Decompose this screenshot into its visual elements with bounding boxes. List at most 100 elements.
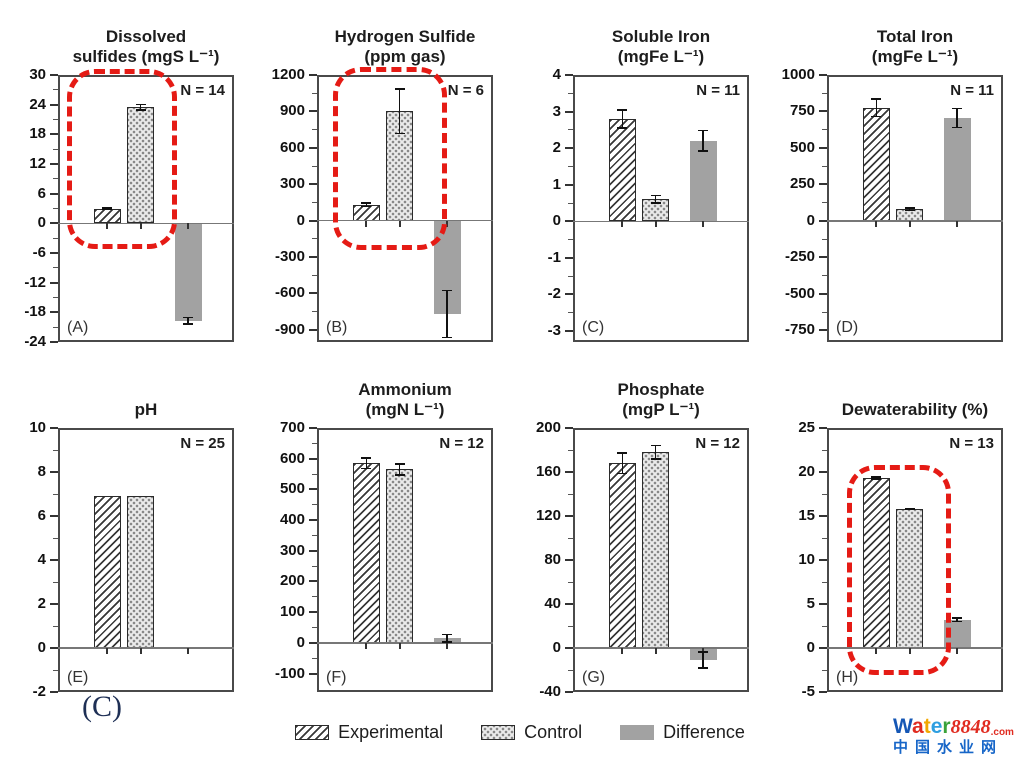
plot-frame xyxy=(317,75,493,342)
y-tick-label: 80 xyxy=(544,551,561,568)
y-tick-mark xyxy=(565,147,573,150)
y-tick-label: 0 xyxy=(37,214,46,232)
panel-letter-label: (G) xyxy=(582,669,606,686)
error-bar-line xyxy=(139,103,142,111)
y-tick-mark xyxy=(309,146,317,149)
y-tick-label: 200 xyxy=(535,419,561,436)
error-bar-difference xyxy=(442,633,453,643)
panel-title-line: Hydrogen Sulfide xyxy=(334,26,476,46)
bar-experimental xyxy=(352,204,380,221)
y-tick-label: 0 xyxy=(552,639,561,656)
error-bar-line xyxy=(187,316,189,325)
y-minor-tick xyxy=(312,165,317,167)
error-bar-line xyxy=(956,107,958,129)
y-minor-tick xyxy=(822,537,827,539)
y-minor-tick xyxy=(53,208,58,209)
error-bar-cap-top xyxy=(952,107,963,110)
error-bar-experimental xyxy=(617,109,628,129)
y-tick-mark xyxy=(50,222,58,225)
zero-axis-line xyxy=(317,642,493,644)
sample-size-label: N = 11 xyxy=(696,82,740,99)
y-minor-tick xyxy=(312,92,317,94)
y-tick-label: 600 xyxy=(279,138,305,156)
y-minor-tick xyxy=(53,625,58,627)
y-tick-label: 120 xyxy=(535,507,561,524)
error-bar-cap-top xyxy=(871,476,882,478)
bar-experimental xyxy=(608,463,636,648)
error-bar-cap-bottom xyxy=(698,667,709,669)
y-tick-label: 12 xyxy=(29,155,46,172)
error-bar-cap-bottom xyxy=(361,205,372,208)
bar-control xyxy=(642,452,670,648)
y-tick-mark xyxy=(565,183,573,186)
error-bar-cap-top xyxy=(617,452,628,454)
panel-title-H: Dewaterability (%) xyxy=(793,400,1024,421)
error-bar-cap-bottom xyxy=(102,208,113,210)
error-bar-line xyxy=(875,476,878,480)
chart-panel-B: Hydrogen Sulfide (ppm gas) 1200 900 600 300 0 -… xyxy=(272,27,493,342)
panel-title-line: (mgFe L⁻¹) xyxy=(617,47,705,67)
panel-title-B: Hydrogen Sulfide (ppm gas) xyxy=(283,27,527,68)
x-tick-mark xyxy=(875,648,878,654)
y-tick-mark xyxy=(309,427,317,429)
error-bar-cap-top xyxy=(394,88,405,90)
error-bar-cap-bottom xyxy=(952,620,963,623)
y-tick-mark xyxy=(565,293,573,296)
y-minor-tick xyxy=(312,442,317,444)
x-tick-mark xyxy=(956,648,959,654)
y-minor-tick xyxy=(568,92,573,94)
panel-title-line: Soluble Iron xyxy=(611,26,711,46)
x-tick-mark xyxy=(139,648,142,654)
error-bar-line xyxy=(446,289,448,339)
y-tick-mark xyxy=(565,220,573,223)
panel-title-D: Total Iron (mgFe L⁻¹) xyxy=(793,27,1024,68)
y-minor-tick xyxy=(568,202,573,204)
y-minor-tick xyxy=(53,326,58,328)
y-minor-tick xyxy=(568,625,573,627)
y-tick-label: 750 xyxy=(789,102,815,120)
bar-control xyxy=(642,199,670,222)
y-tick-label: -250 xyxy=(784,248,815,266)
chart-panel-D: Total Iron (mgFe L⁻¹) 1000 750 500 250 0 -250 -5… xyxy=(782,27,1003,342)
y-tick-mark xyxy=(50,252,58,254)
y-tick-mark xyxy=(50,192,58,195)
y-tick-label: -2 xyxy=(547,285,561,303)
y-tick-label: 3 xyxy=(552,102,561,120)
error-bar-control xyxy=(904,207,915,212)
error-bar-difference xyxy=(442,289,453,339)
bar-difference xyxy=(689,140,717,222)
y-minor-tick xyxy=(568,449,573,451)
y-tick-mark xyxy=(50,163,58,165)
error-bar-cap-bottom xyxy=(952,126,963,129)
y-tick-label: -12 xyxy=(24,273,46,291)
brand-letter: e xyxy=(930,715,943,738)
sample-size-label: N = 12 xyxy=(695,435,740,452)
x-tick-mark xyxy=(908,220,911,227)
bar-difference xyxy=(943,118,971,221)
plot-frame xyxy=(58,428,234,692)
y-tick-mark xyxy=(819,74,827,76)
error-bar-cap-top xyxy=(904,207,915,209)
error-bar-cap-top xyxy=(871,98,882,100)
panel-title-line: (mgN L⁻¹) xyxy=(365,400,445,420)
error-bar-line xyxy=(446,633,448,643)
x-tick-mark xyxy=(956,220,959,227)
y-tick-mark xyxy=(309,183,317,186)
bar-control xyxy=(386,469,414,643)
error-bar-cap-top xyxy=(698,129,709,132)
y-tick-mark xyxy=(819,691,827,693)
sample-size-label: N = 13 xyxy=(949,435,994,452)
sample-size-label: N = 12 xyxy=(439,435,484,452)
y-tick-mark xyxy=(565,647,573,649)
error-bar-cap-top xyxy=(361,457,372,459)
y-tick-mark xyxy=(819,471,827,473)
y-tick-label: 4 xyxy=(37,551,46,568)
error-bar-cap-bottom xyxy=(442,641,453,643)
error-bar-line xyxy=(398,463,401,476)
x-tick-mark xyxy=(908,648,911,654)
y-tick-label: -900 xyxy=(274,320,305,338)
brand-letter: r xyxy=(942,715,951,738)
bar-control xyxy=(896,508,924,648)
error-bar-difference xyxy=(952,107,963,129)
y-tick-label: 40 xyxy=(544,595,561,612)
